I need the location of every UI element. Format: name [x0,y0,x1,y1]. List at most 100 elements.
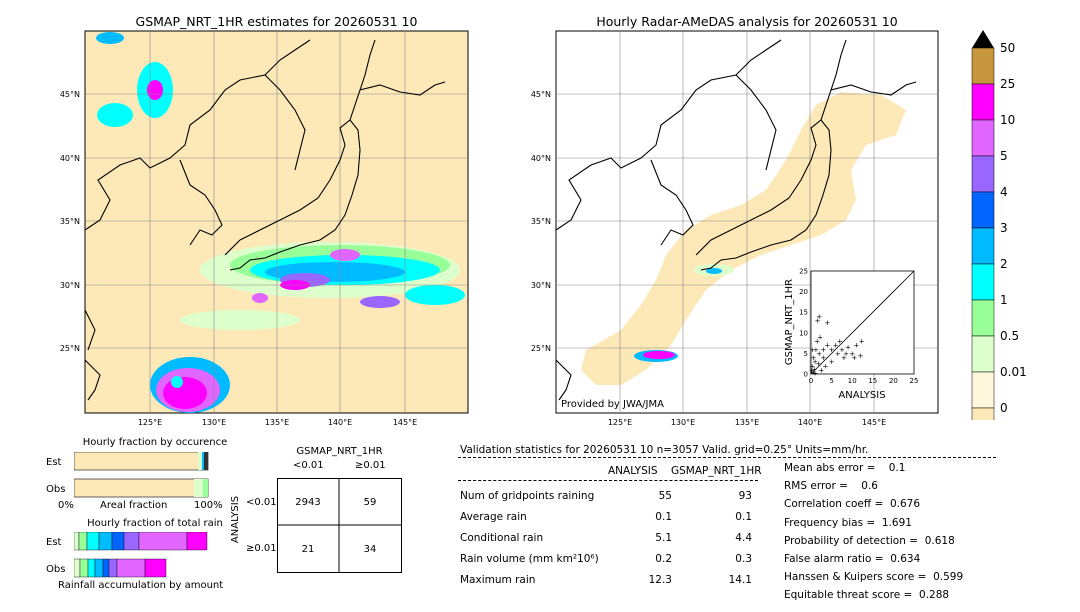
stats-analysis: 55 [658,489,672,502]
colorbar-label: 25 [1000,77,1015,91]
colorbar-label: 0 [1000,401,1008,415]
stats-label: Average rain [460,510,527,523]
scatter-point: + [811,366,817,374]
scatter-point: + [814,338,820,346]
right-lat-label: 25°N [531,344,551,353]
left-map-title: GSMAP_NRT_1HR estimates for 20260531 10 [135,14,418,29]
right-precip [634,264,734,362]
metric-line: Correlation coeff = 0.676 [784,498,920,511]
left-lat-label: 35°N [60,217,80,226]
validation-divider-2 [458,480,758,481]
left-lon-label: 135°E [265,418,289,427]
left-lon-label: 140°E [328,418,352,427]
left-lat-label: 25°N [60,344,80,353]
scatter-point: + [841,354,847,362]
colorbar-label: 0.5 [1000,329,1019,343]
scatter-point: + [817,333,823,341]
stats-row: Average rain 0.1 0.1 [460,506,752,527]
colorbar-swatch [971,47,995,85]
scatter-point: + [849,350,855,358]
occurrence-est-label: Est [46,457,62,468]
scatter-point: + [825,319,831,327]
total-est-label: Est [46,537,62,548]
left-lat-label: 45°N [60,90,80,99]
scatter-point: + [858,352,864,360]
scatter-point: + [811,354,817,362]
scatter-point: + [820,346,826,354]
stats-gsmap: 4.4 [735,531,752,544]
col-analysis: ANALYSIS [608,465,658,477]
colorbar-label: 3 [1000,221,1008,235]
scatter-ytick: 0 [804,371,808,379]
right-lat-label: 30°N [531,281,551,290]
contingency-title: GSMAP_NRT_1HR [296,446,383,457]
stats-row: Rain volume (mm km²10⁶) 0.2 0.3 [460,548,752,569]
left-precip [96,32,465,413]
scatter-xtick: 5 [829,377,833,385]
scatter-point: + [818,366,824,374]
scatter-point: + [822,362,828,370]
left-lat-label: 40°N [60,154,80,163]
col-gsmap: GSMAP_NRT_1HR [671,465,762,477]
contingency-row-label: ≥0.01 [246,543,277,554]
scatter-point: + [815,360,821,368]
right-lon-label: 125°E [608,418,632,427]
scatter-point: + [853,342,859,350]
scatter-xtick: 20 [889,377,898,385]
occurrence-obs-label: Obs [46,484,66,495]
validation-metrics: Mean abs error = 0.1 RMS error = 0.6 Corre… [784,462,963,608]
occurrence-axis-left: 0% [58,500,74,511]
scatter-point: + [815,317,821,325]
stats-label: Num of gridpoints raining [460,489,595,502]
contingency-cell: 59 [363,497,377,508]
occurrence-bars [74,452,209,498]
scatter-point: + [813,346,819,354]
left-lat-label: 30°N [60,281,80,290]
contingency-row-label: <0.01 [246,497,277,508]
right-map: 45°N 40°N 35°N 30°N 25°N 125°E 130°E 135… [531,30,939,427]
metric-line: RMS error = 0.6 [784,480,878,493]
stats-label: Rain volume (mm km²10⁶) [460,552,599,565]
scatter-point: + [810,346,816,354]
colorbar-label: 1 [1000,293,1008,307]
total-obs-label: Obs [46,564,66,575]
contingency-col-label: ≥0.01 [355,460,386,471]
right-lat-label: 40°N [531,154,551,163]
metric-line: False alarm ratio = 0.634 [784,552,921,565]
scatter-point: + [835,350,841,358]
metric-line: Hanssen & Kuipers score = 0.599 [784,571,964,584]
colorbar-label: 5 [1000,149,1008,163]
stats-row: Conditional rain 5.1 4.4 [460,527,752,548]
contingency-grid [277,478,402,573]
scatter-point: + [812,358,818,366]
stats-gsmap: 0.1 [735,510,752,523]
colorbar-swatch [971,119,995,157]
scatter-point: + [825,342,831,350]
scatter-point: + [829,346,835,354]
scatter-point: + [809,362,815,370]
scatter-points: +++++++++++++++++++++++++++++++++++ [809,313,865,377]
stats-row: Maximum rain 12.3 14.1 [460,569,752,590]
right-lat-label: 45°N [531,90,551,99]
scatter-ytick: 15 [799,309,808,317]
right-lon-label: 135°E [735,418,759,427]
scatter-point: + [810,368,816,376]
scatter-xtick: 10 [848,377,857,385]
colorbar-swatch [971,83,995,121]
provided-by: Provided by JWA/JMA [561,399,664,410]
stats-analysis: 5.1 [655,531,672,544]
stats-label: Maximum rain [460,573,536,586]
scatter-point: + [829,358,835,366]
total-rain-footer: Rainfall accumulation by amount [58,580,224,591]
scatter-point: + [839,346,845,354]
scatter-ytick: 25 [799,268,808,276]
scatter-point: + [859,338,865,346]
right-lat-label: 35°N [531,217,551,226]
stats-analysis: 0.1 [655,510,672,523]
total-rain-title: Hourly fraction of total rain [87,518,223,529]
left-lon-label: 130°E [202,418,226,427]
scatter-inset: +++++++++++++++++++++++++++++++++++ 00 5 5… [784,268,918,402]
colorbar-swatch [971,227,995,265]
occurrence-axis-right: 100% [194,500,223,511]
colorbar: 50 25 10 5 4 3 2 1 0.5 0.01 0 [971,30,1027,420]
